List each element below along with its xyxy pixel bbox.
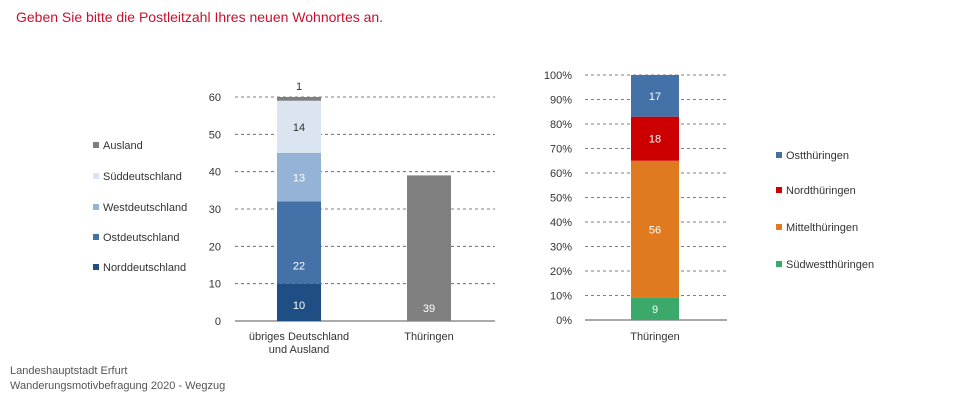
y-tick-label-40: 40 (209, 167, 221, 179)
data-label-thueringen-thueringen: 39 (423, 303, 435, 315)
chart-destination-regions: 0 10 20 30 40 50 60 10 22 13 14 1 übriges Deutschlan… (93, 81, 495, 356)
data-label-ostthueringen: 17 (649, 91, 661, 103)
data-label-nordthueringen: 18 (649, 134, 661, 146)
y-tick-label-pct-0: 0% (556, 315, 572, 327)
data-label-ausland-uebriges-deutschland-und-ausland: 1 (296, 81, 302, 93)
y-tick-label-10: 10 (209, 279, 221, 291)
legend-swatch-westdeutschland (93, 204, 99, 210)
legend-label-nordthueringen: Nordthüringen (786, 185, 856, 197)
bar-ostdeutschland-uebriges-deutschland-und-ausland (277, 201, 321, 284)
bar-westdeutschland-uebriges-deutschland-und-ausland (277, 153, 321, 202)
x-tick-label-uebriges-deutschland-und-ausland-0: übriges Deutschland (249, 331, 349, 343)
y-tick-label-20: 20 (209, 241, 221, 253)
y-tick-label-pct-100: 100% (544, 70, 572, 82)
y-tick-label-50: 50 (209, 129, 221, 141)
x-tick-label-thueringen-pct: Thüringen (630, 331, 680, 343)
legend-swatch-sueddeutschland (93, 173, 99, 179)
y-tick-label-pct-90: 90% (550, 95, 572, 107)
legend-label-mittelthueringen: Mittelthüringen (786, 222, 858, 234)
source-line-2: Wanderungsmotivbefragung 2020 - Wegzug (10, 380, 226, 392)
data-label-westdeutschland-uebriges-deutschland-und-ausland: 13 (293, 172, 305, 184)
legend-label-westdeutschland: Westdeutschland (103, 202, 187, 214)
legend-label-ostdeutschland: Ostdeutschland (103, 232, 179, 244)
x-tick-label-uebriges-deutschland-und-ausland-1: und Ausland (269, 344, 330, 356)
y-tick-label-pct-60: 60% (550, 168, 572, 180)
bar-ostthueringen (631, 75, 679, 117)
y-tick-label-pct-40: 40% (550, 217, 572, 229)
legend-label-norddeutschland: Norddeutschland (103, 262, 186, 274)
legend-label-ostthueringen: Ostthüringen (786, 150, 849, 162)
legend-swatch-nordthueringen (776, 187, 782, 193)
y-tick-label-pct-30: 30% (550, 242, 572, 254)
y-tick-label-pct-20: 20% (550, 266, 572, 278)
legend-swatch-norddeutschland (93, 264, 99, 270)
bar-norddeutschland-uebriges-deutschland-und-ausland (277, 283, 321, 321)
legend-swatch-mittelthueringen (776, 224, 782, 230)
y-tick-label-0: 0 (215, 316, 221, 328)
bar-thueringen-thueringen (407, 175, 451, 321)
bar-ausland-uebriges-deutschland-und-ausland (277, 97, 321, 101)
data-label-mittelthueringen: 56 (649, 224, 661, 236)
x-tick-label-thueringen-0: Thüringen (404, 331, 454, 343)
legend-swatch-ostdeutschland (93, 234, 99, 240)
y-tick-label-30: 30 (209, 204, 221, 216)
y-tick-label-pct-70: 70% (550, 144, 572, 156)
legend-swatch-suedwestthueringen (776, 261, 782, 267)
bar-mittelthueringen (631, 160, 679, 298)
y-tick-label-pct-80: 80% (550, 119, 572, 131)
bar-nordthueringen (631, 116, 679, 161)
chart-title: Geben Sie bitte die Postleitzahl Ihres n… (16, 9, 384, 25)
y-tick-label-60: 60 (209, 92, 221, 104)
legend-swatch-ausland (93, 142, 99, 148)
bar-sueddeutschland-uebriges-deutschland-und-ausland (277, 100, 321, 153)
data-label-sueddeutschland-uebriges-deutschland-und-ausland: 14 (293, 122, 305, 134)
bar-suedwestthueringen (631, 297, 679, 320)
chart-thueringen-regions: 0% 10% 20% 30% 40% 50% 60% 70% 80% 90% 100% 9 56 18 17… (544, 70, 874, 343)
legend-label-ausland: Ausland (103, 140, 143, 152)
y-tick-label-pct-50: 50% (550, 193, 572, 205)
legend-swatch-ostthueringen (776, 152, 782, 158)
data-label-norddeutschland-uebriges-deutschland-und-ausland: 10 (293, 300, 305, 312)
legend-label-suedwestthueringen: Südwestthüringen (786, 259, 874, 271)
data-label-ostdeutschland-uebriges-deutschland-und-ausland: 22 (293, 261, 305, 273)
legend-label-sueddeutschland: Süddeutschland (103, 171, 182, 183)
data-label-suedwestthueringen: 9 (652, 304, 658, 316)
y-tick-label-pct-10: 10% (550, 291, 572, 303)
source-line-1: Landeshauptstadt Erfurt (10, 365, 128, 377)
